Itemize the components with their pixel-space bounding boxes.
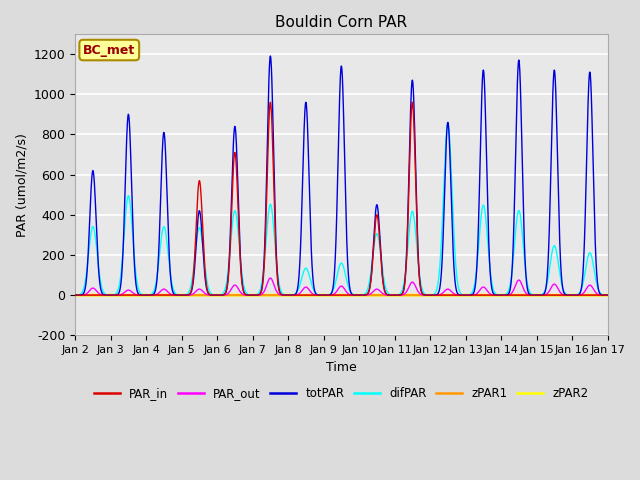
- X-axis label: Time: Time: [326, 360, 356, 373]
- Title: Bouldin Corn PAR: Bouldin Corn PAR: [275, 15, 408, 30]
- Y-axis label: PAR (umol/m2/s): PAR (umol/m2/s): [15, 132, 28, 237]
- Legend: PAR_in, PAR_out, totPAR, difPAR, zPAR1, zPAR2: PAR_in, PAR_out, totPAR, difPAR, zPAR1, …: [89, 382, 594, 405]
- Text: BC_met: BC_met: [83, 44, 136, 57]
